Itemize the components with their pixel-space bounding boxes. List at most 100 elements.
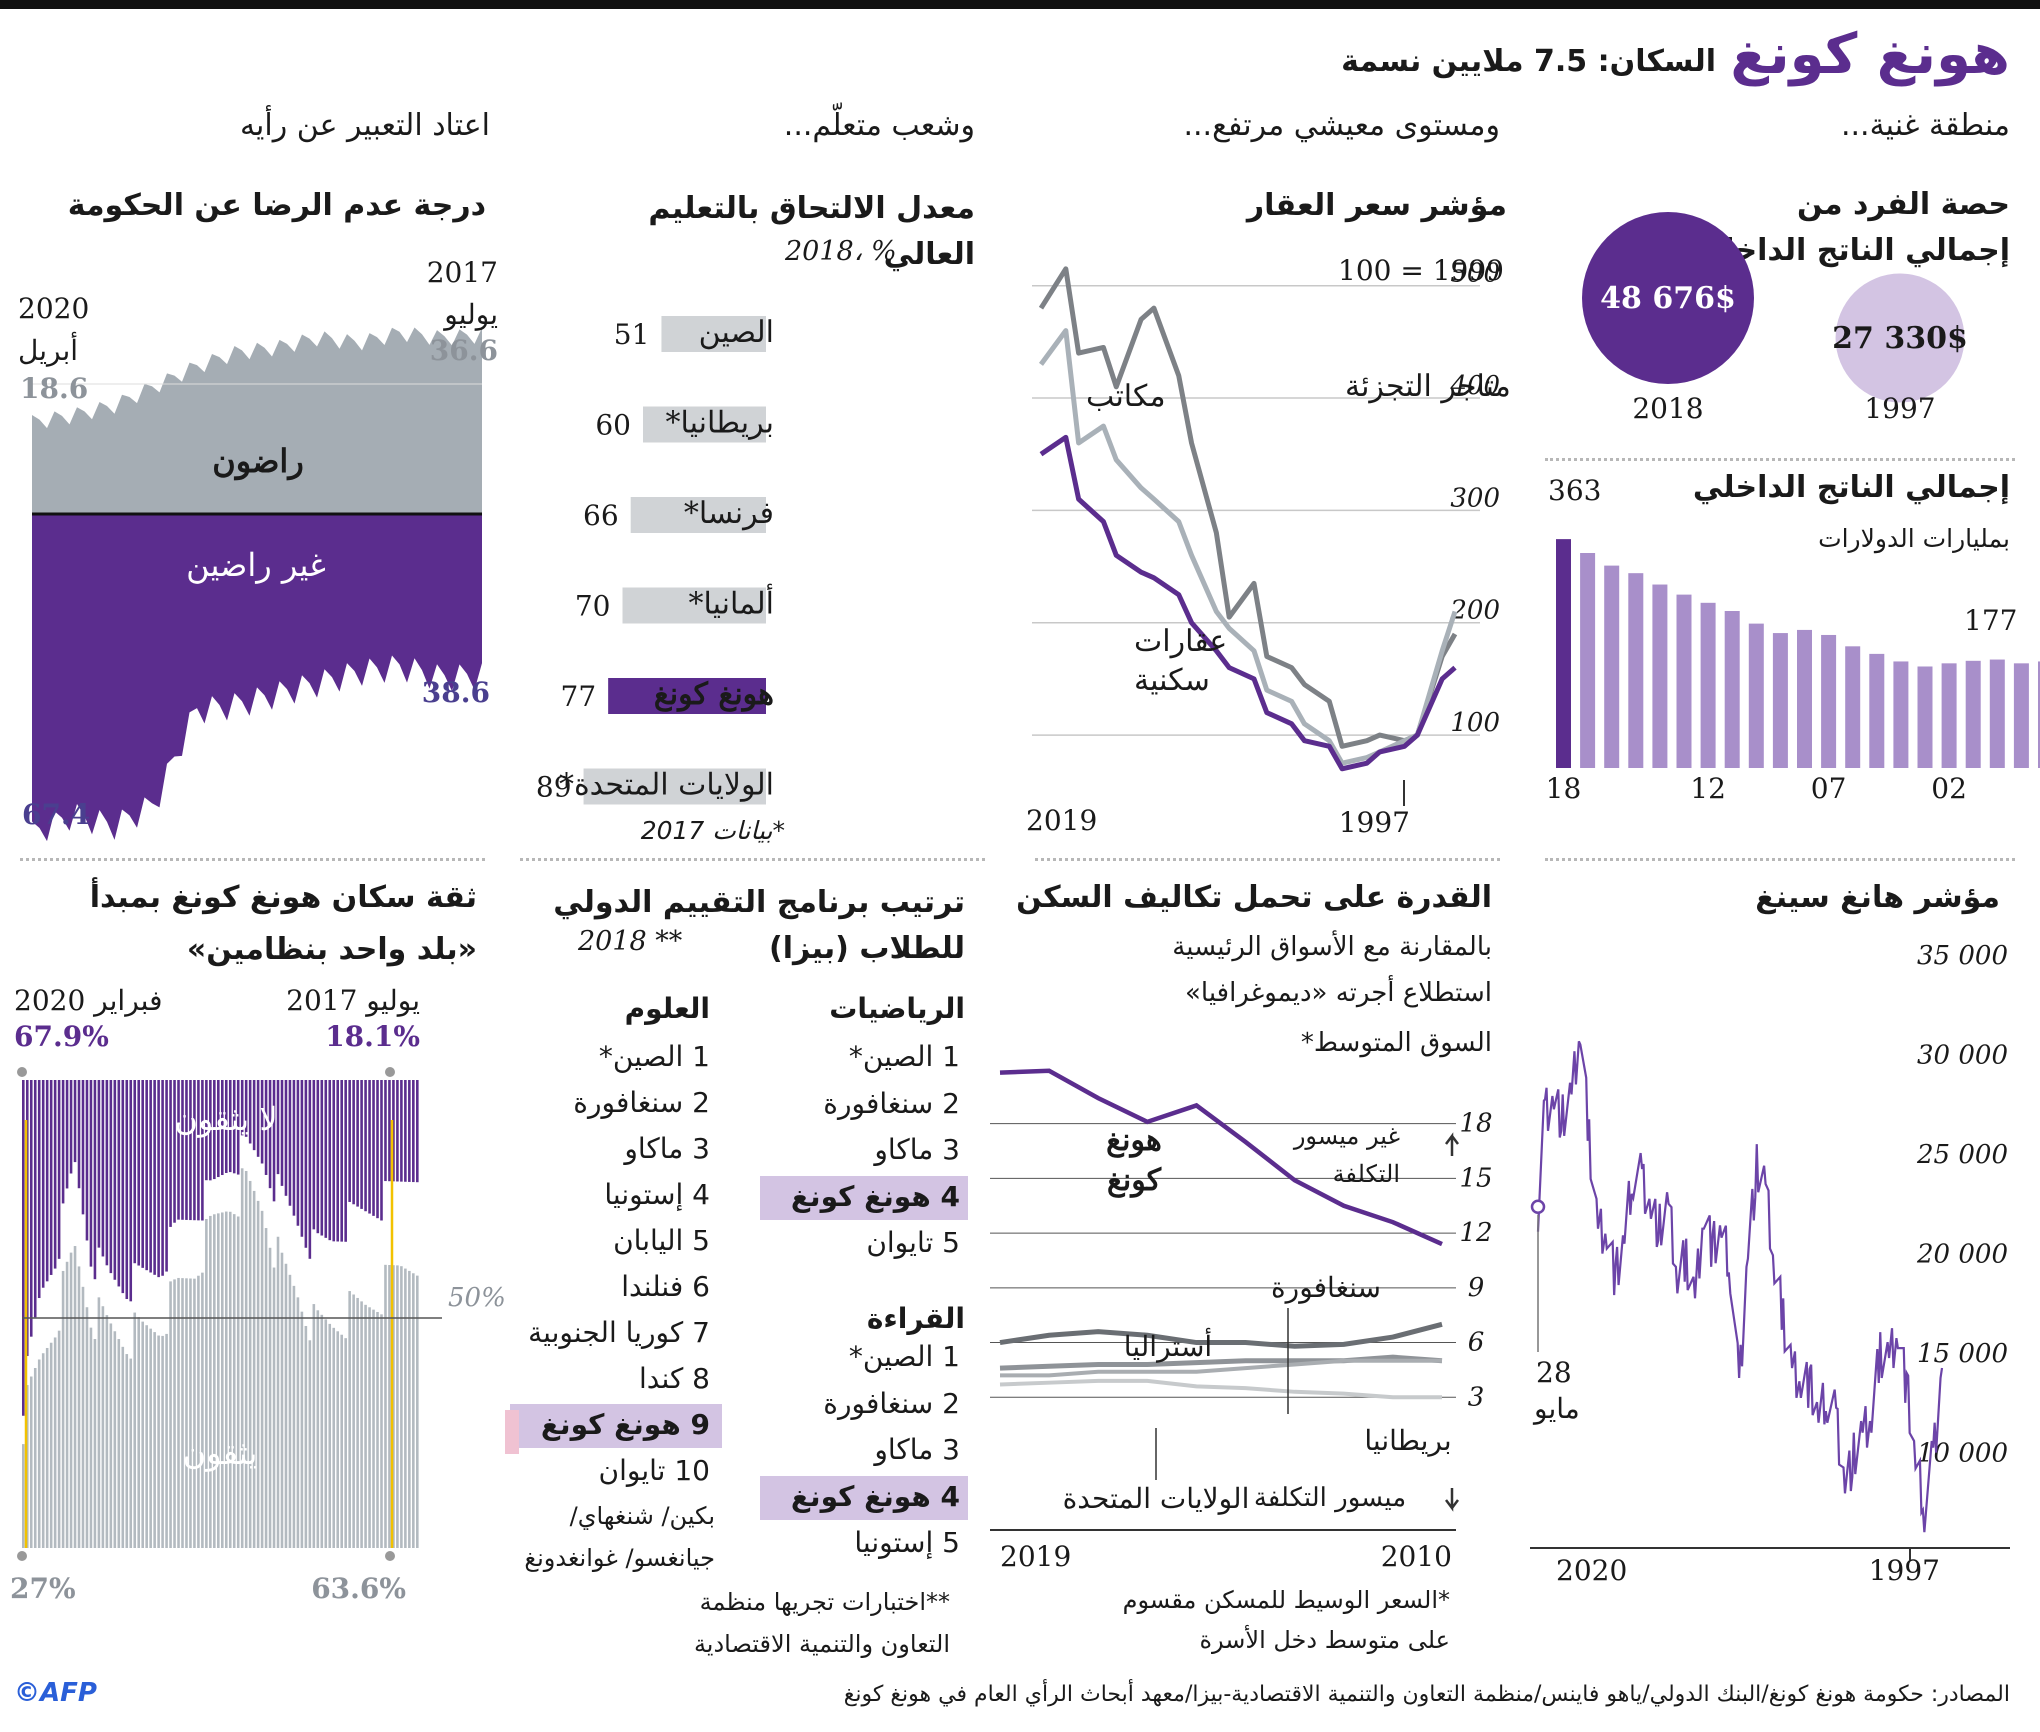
trust-bar [109,1323,113,1548]
afp-logo: ©AFP [14,1678,97,1708]
col3-intro: وشعب متعلّم... [783,108,975,143]
trust-bar [85,1307,89,1548]
distrust-bar [304,1080,308,1248]
education-bar [583,768,766,805]
distrust-bar [224,1080,228,1173]
gdp-bar-2003 [1917,666,1933,768]
distrust-bar [404,1080,407,1182]
distrust-bar [209,1080,212,1181]
distrust-bar [292,1080,296,1216]
col1-intro: منطقة غنية... [1840,108,2010,143]
pisa-china-note-1: بكين/ شنغهاي/ [569,1502,715,1530]
marker-dot [385,1067,395,1077]
gdp-tick-label: 02 [1931,772,1967,805]
trust-bar [89,1327,93,1548]
distrust-bar [153,1080,156,1275]
distrust-label: لا يثقون [174,1100,277,1138]
trust-bar [372,1309,375,1548]
pisa-title: ترتيب برنامج التقييم الدولي للطلاب (بيزا… [553,885,965,966]
distrust-bar [161,1080,164,1276]
distrust-bar [65,1080,69,1189]
distrust-bar [392,1080,395,1182]
gdp-bar-1998 [2038,661,2040,768]
pisa-note-2: التعاون والتنمية الاقتصادية [693,1630,950,1658]
pisa-rank-item: 5 تايوان [866,1226,960,1259]
trust-bar [101,1306,105,1548]
pisa-china-note-2: جيانغسو/ غوانغدونغ [524,1544,715,1572]
distrust-bar [93,1080,97,1280]
distrust-bar [157,1080,160,1278]
separator [1545,858,2015,861]
distrust-bar [308,1080,312,1259]
distrust-bar [408,1080,411,1182]
distrust-bar [53,1080,57,1269]
distrust-bar [328,1080,332,1241]
pisa-rank-item: 3 ماكاو [874,1133,960,1166]
property-line-0 [1038,266,1458,749]
distrust-bar [29,1080,33,1337]
trust-bar [217,1213,220,1548]
down-arrow-icon [1445,1488,1459,1512]
affordability-line-chart: 3 6 9 12 15 18 2019 2010 هونغ كونغ غير ميسور التكلف… [990,1068,1493,1573]
dissatisfied-start: 38.6 [422,676,490,709]
trust-bar [209,1215,212,1548]
trust-bar [400,1266,403,1548]
trust-bar [149,1328,152,1548]
distrust-end: 67.9% [14,1020,109,1053]
trust-bar [93,1339,97,1548]
pisa-rank-item: 2 سنغافورة [573,1086,710,1119]
gdp-bar-2000 [1989,659,2005,768]
trust-bar [312,1304,316,1548]
distrust-bar [189,1080,192,1221]
distrust-bar [332,1080,336,1242]
gdp-bar-2008 [1797,629,1812,768]
australia-label: أستراليا [1124,1328,1212,1363]
trust-bar [304,1325,308,1548]
trust-bar [388,1265,391,1548]
top-bar [0,0,2040,9]
trust-bar [121,1346,125,1548]
distrust-bar [57,1080,61,1259]
distrust-bar [73,1080,77,1163]
aff-y-tick: 6 [1468,1328,1485,1358]
distrust-start: 18.1% [325,1020,420,1053]
trust-bar [384,1264,387,1548]
trust-bar [328,1323,332,1548]
distrust-bar [221,1080,224,1176]
trust-bar [232,1214,236,1548]
trust-bar [412,1273,415,1548]
trust-bar [352,1294,355,1548]
trust-bar [25,1385,29,1548]
gdp-bar-2012 [1700,602,1716,768]
pisa-rank-item: 10 تايوان [598,1454,710,1487]
trust-bar [77,1266,81,1548]
aff-y-tick: 18 [1459,1109,1492,1139]
distrust-bar [232,1080,236,1174]
education-category: الصين [699,315,774,350]
hsi-x-label: 2020 [1556,1554,1627,1587]
trust-bar [276,1236,280,1548]
distrust-bar [252,1080,256,1151]
distrust-bar [412,1080,415,1183]
education-category: فرنسا* [684,496,774,531]
distrust-bar [197,1080,200,1221]
aff-y-tick: 3 [1468,1382,1485,1412]
distrust-bar [296,1080,300,1226]
distrust-bar [396,1080,399,1182]
trust-bar [165,1333,168,1548]
pisa-math-header: الرياضيات [829,992,965,1025]
trust-bar [360,1301,363,1548]
gdp-bar-1999 [2013,663,2029,768]
distrust-bar [248,1080,252,1144]
trust-label: يثقون [183,1434,258,1472]
hsi-line [1536,1040,1944,1533]
education-category: هونغ كونغ [654,677,774,712]
start-year: 2017 [427,256,498,289]
education-bar [630,497,766,533]
satisfied-end: 18.6 [20,372,88,405]
pisa-highlight [510,1404,722,1448]
pisa-reading-header: القراءة [866,1302,965,1335]
trust-bar [288,1274,292,1548]
trust-bar [392,1265,395,1548]
